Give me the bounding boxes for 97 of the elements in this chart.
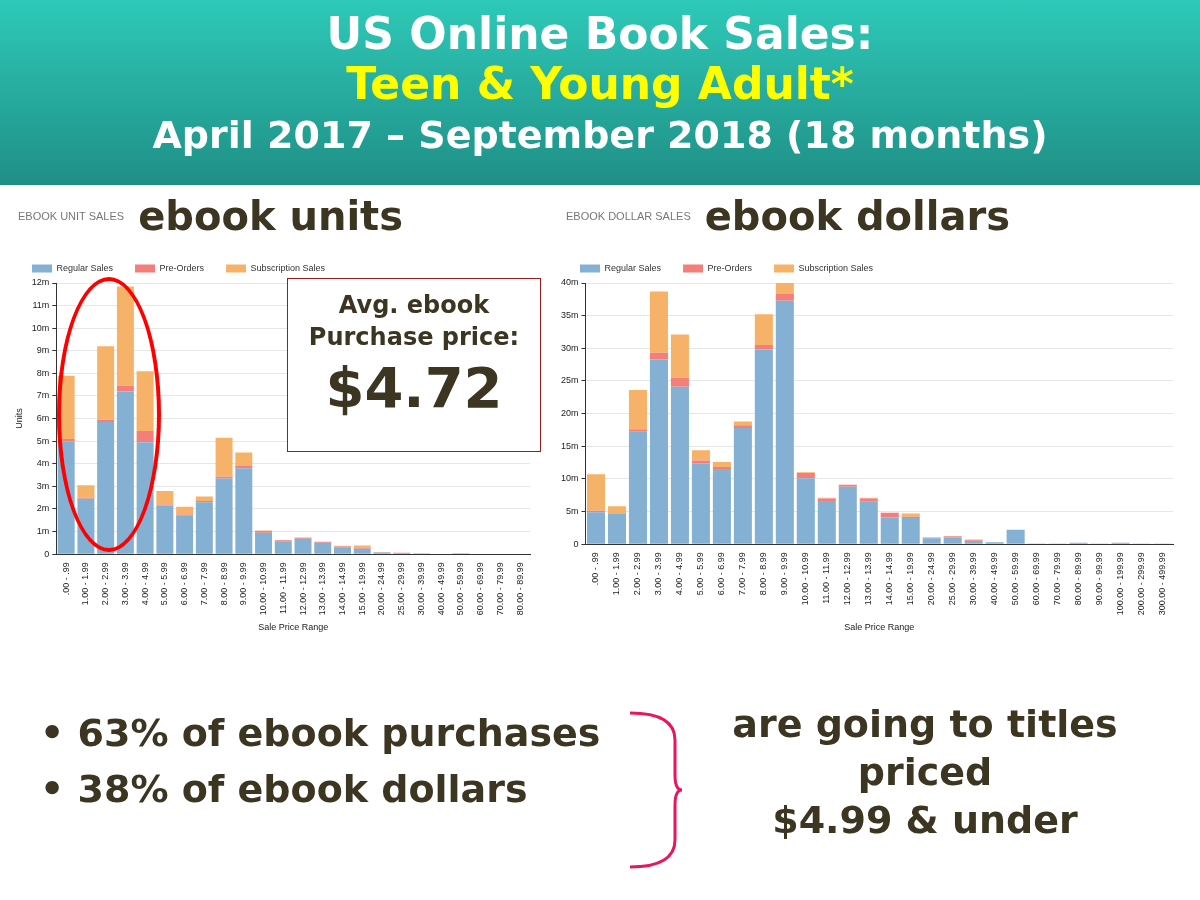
y-tick-label: 7m — [36, 390, 50, 401]
y-tick-label: 11m — [32, 300, 50, 311]
x-tick-label: 40.00 - 49.99 — [435, 562, 446, 616]
y-tick-label: 9m — [36, 345, 50, 356]
text: • 63% of ebook purchases — [40, 710, 601, 757]
legend-label: Pre-Orders — [159, 262, 205, 273]
x-tick-label: 4.00 - 4.99 — [674, 552, 685, 596]
legend-label: Subscription Sales — [250, 262, 326, 273]
chart-subtitle: EBOOK UNIT SALES — [18, 210, 125, 222]
x-tick-label: 5.00 - 5.99 — [695, 552, 706, 596]
x-tick-label: 14.00 - 14.99 — [884, 552, 895, 606]
legend-label: Regular Sales — [604, 262, 662, 273]
x-tick-label: 4.00 - 4.99 — [139, 562, 150, 606]
x-tick-label: 5.00 - 5.99 — [159, 562, 170, 606]
y-tick-label: 20m — [560, 408, 579, 419]
legend-label: Regular Sales — [56, 262, 114, 273]
text: April 2017 – September 2018 (18 months) — [151, 112, 1049, 159]
chart-subtitle: EBOOK DOLLAR SALES — [566, 210, 691, 222]
x-tick-label: .00 - .99 — [590, 552, 601, 586]
legend-label: Subscription Sales — [798, 262, 874, 273]
y-tick-label: 15m — [560, 440, 579, 451]
x-tick-label: 3.00 - 3.99 — [653, 552, 664, 596]
y-tick-label: 12m — [31, 277, 50, 288]
chart-title: ebook dollars — [704, 193, 1011, 239]
x-tick-label: 6.00 - 6.99 — [179, 562, 190, 606]
x-tick-label: 10.00 - 10.99 — [258, 562, 269, 616]
y-tick-label: 35m — [560, 310, 579, 321]
text: priced — [856, 749, 994, 796]
x-tick-label: 70.00 - 79.99 — [494, 562, 505, 616]
y-tick-label: 5m — [36, 435, 50, 446]
annotation: $4.72 — [324, 354, 504, 422]
y-axis-title: Units — [13, 407, 24, 429]
y-tick-label: 2m — [36, 503, 50, 514]
x-tick-label: 20.00 - 24.99 — [376, 562, 387, 616]
x-tick-label: 7.00 - 7.99 — [198, 562, 209, 606]
y-tick-label: 40m — [560, 277, 579, 288]
x-tick-label: 12.00 - 12.99 — [842, 552, 853, 606]
chart-title: ebook units — [138, 193, 404, 239]
x-tick-label: 40.00 - 49.99 — [989, 552, 1000, 606]
x-tick-label: 11.00 - 11.99 — [821, 552, 832, 604]
x-tick-label: 100.00 - 199.99 — [1115, 552, 1126, 616]
x-tick-label: 80.00 - 89.99 — [514, 562, 525, 616]
x-tick-label: 80.00 - 89.99 — [1073, 552, 1084, 606]
x-tick-label: 50.00 - 59.99 — [455, 562, 466, 616]
x-tick-label: 30.00 - 39.99 — [415, 562, 426, 616]
y-tick-label: 0 — [573, 538, 579, 549]
x-tick-label: 11.00 - 11.99 — [277, 562, 288, 614]
x-tick-label: 1.00 - 1.99 — [80, 562, 91, 606]
y-tick-label: 30m — [560, 342, 579, 353]
x-tick-label: 9.00 - 9.99 — [779, 552, 790, 596]
x-tick-label: 20.00 - 24.99 — [926, 552, 937, 606]
y-tick-label: 10m — [560, 473, 579, 484]
y-tick-label: 10m — [31, 322, 50, 333]
x-tick-label: 7.00 - 7.99 — [737, 552, 748, 596]
text: US Online Book Sales: — [325, 7, 875, 59]
x-tick-label: .00 - .99 — [60, 562, 71, 596]
x-tick-label: 14.00 - 14.99 — [336, 562, 347, 616]
x-tick-label: 2.00 - 2.99 — [100, 562, 111, 606]
x-tick-label: 60.00 - 69.99 — [475, 562, 486, 616]
y-tick-label: 25m — [560, 375, 579, 386]
y-tick-label: 5m — [565, 505, 579, 516]
x-tick-label: 60.00 - 69.99 — [1031, 552, 1042, 606]
x-tick-label: 25.00 - 29.99 — [396, 562, 407, 616]
x-axis-title: Sale Price Range — [258, 622, 329, 633]
x-tick-label: 200.00 - 299.99 — [1136, 552, 1147, 616]
x-tick-label: 25.00 - 29.99 — [947, 552, 958, 606]
text: Teen & Young Adult* — [345, 58, 855, 110]
x-tick-label: 13.00 - 13.99 — [317, 562, 328, 616]
x-tick-label: 12.00 - 12.99 — [297, 562, 308, 616]
x-tick-label: 70.00 - 79.99 — [1052, 552, 1063, 606]
x-tick-label: 8.00 - 8.99 — [218, 562, 229, 606]
x-axis-title: Sale Price Range — [844, 622, 915, 633]
text: are going to titles — [731, 701, 1119, 748]
x-tick-label: 1.00 - 1.99 — [611, 552, 622, 596]
x-tick-label: 15.00 - 19.99 — [356, 562, 367, 616]
x-tick-label: 50.00 - 59.99 — [1010, 552, 1021, 606]
x-tick-label: 30.00 - 39.99 — [968, 552, 979, 606]
x-tick-label: 10.00 - 10.99 — [800, 552, 811, 606]
x-tick-label: 13.00 - 13.99 — [863, 552, 874, 606]
x-tick-label: 3.00 - 3.99 — [119, 562, 130, 606]
y-tick-label: 6m — [36, 413, 50, 424]
x-tick-label: 15.00 - 19.99 — [905, 552, 916, 606]
x-tick-label: 9.00 - 9.99 — [238, 562, 249, 606]
x-tick-label: 8.00 - 8.99 — [758, 552, 769, 596]
y-tick-label: 0 — [44, 548, 50, 559]
x-tick-label: 6.00 - 6.99 — [716, 552, 727, 596]
y-tick-label: 4m — [36, 458, 50, 469]
text: $4.99 & under — [771, 797, 1079, 844]
legend-label: Pre-Orders — [707, 262, 753, 273]
x-tick-label: 90.00 - 99.99 — [1094, 552, 1105, 606]
x-tick-label: 300.00 - 499.99 — [1156, 552, 1167, 616]
x-tick-label: 2.00 - 2.99 — [632, 552, 643, 596]
y-tick-label: 3m — [36, 480, 50, 491]
y-tick-label: 1m — [36, 526, 50, 537]
annotation: Avg. ebook Purchase price: — [307, 290, 521, 353]
y-tick-label: 8m — [36, 367, 50, 378]
text: • 38% of ebook dollars — [40, 766, 529, 813]
